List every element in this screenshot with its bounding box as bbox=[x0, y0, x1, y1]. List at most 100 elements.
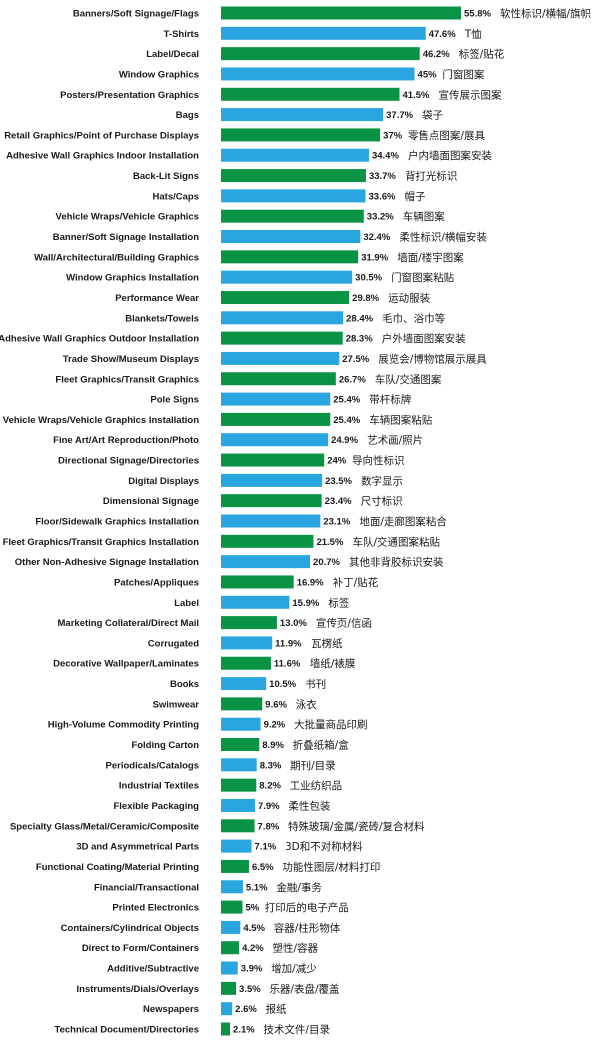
value-label: 33.6% bbox=[369, 191, 396, 202]
category-label: Marketing Collateral/Direct Mail bbox=[58, 618, 199, 629]
category-label-zh: 艺术画/照片 bbox=[367, 434, 423, 447]
value-label: 2.6% bbox=[235, 1004, 257, 1015]
category-label-zh: 宣传页/信函 bbox=[316, 617, 372, 630]
value-label: 5% bbox=[246, 903, 260, 914]
value-label: 2.1% bbox=[233, 1025, 255, 1036]
value-label: 24.9% bbox=[331, 435, 358, 446]
category-label-zh: 软性标识/横幅/旗帜 bbox=[500, 7, 591, 20]
value-label: 5.1% bbox=[246, 882, 268, 893]
category-label: Specialty Glass/Metal/Ceramic/Composite bbox=[10, 821, 199, 832]
category-label: Hats/Caps bbox=[153, 191, 199, 202]
value-label: 24% bbox=[327, 456, 347, 467]
category-label-zh: 运动服装 bbox=[388, 291, 430, 304]
category-label: Wall/Architectural/Building Graphics bbox=[34, 252, 199, 263]
bar bbox=[221, 859, 249, 873]
bar bbox=[221, 169, 366, 183]
category-label: Corrugated bbox=[148, 638, 199, 649]
category-label-zh: 金融/事务 bbox=[276, 881, 322, 894]
category-label-zh: 工业纺织品 bbox=[290, 779, 343, 792]
category-label: High-Volume Commodity Printing bbox=[48, 720, 199, 731]
category-label-zh: 带杆标牌 bbox=[369, 393, 411, 406]
bar bbox=[221, 270, 353, 284]
category-label: Folding Carton bbox=[131, 740, 199, 751]
value-label: 16.9% bbox=[297, 577, 324, 588]
value-label: 9.2% bbox=[264, 720, 286, 731]
category-label: Banner/Soft Signage Installation bbox=[53, 232, 199, 243]
value-label: 21.5% bbox=[316, 537, 343, 548]
bar bbox=[221, 920, 241, 934]
bar bbox=[221, 128, 381, 142]
bar bbox=[221, 534, 314, 548]
category-label-zh: 其他非背胶标识安装 bbox=[349, 556, 444, 569]
bar bbox=[221, 961, 238, 975]
category-label-zh: 帽子 bbox=[405, 190, 426, 203]
value-label: 10.5% bbox=[269, 679, 296, 690]
bar bbox=[221, 677, 267, 691]
category-label-zh: 车辆图案 bbox=[403, 210, 445, 223]
bar bbox=[221, 250, 359, 264]
category-label-zh: 书刊 bbox=[305, 679, 326, 691]
value-label: 33.2% bbox=[367, 212, 394, 223]
category-label: Pole Signs bbox=[150, 395, 199, 406]
category-label: 3D and Asymmetrical Parts bbox=[76, 842, 199, 853]
category-label-zh: 户外墙面图案安装 bbox=[382, 332, 466, 345]
value-label: 13.0% bbox=[280, 618, 307, 629]
bar bbox=[221, 555, 311, 569]
bar bbox=[221, 981, 237, 995]
bar bbox=[221, 372, 336, 386]
bar bbox=[221, 697, 263, 711]
value-label: 8.9% bbox=[262, 740, 284, 751]
value-label: 23.5% bbox=[325, 476, 352, 487]
bar bbox=[221, 636, 273, 650]
category-label: Directional Signage/Directories bbox=[58, 456, 199, 467]
bar bbox=[221, 311, 344, 325]
value-label: 29.8% bbox=[352, 293, 379, 304]
category-label-zh: 展览会/博物馆展示展具 bbox=[378, 352, 487, 365]
category-label-zh: 标签/贴花 bbox=[459, 48, 505, 61]
value-label: 27.5% bbox=[342, 354, 369, 365]
category-label: T-Shirts bbox=[164, 29, 199, 40]
category-label: Digital Displays bbox=[128, 476, 199, 487]
category-label: Containers/Cylindrical Objects bbox=[61, 923, 199, 934]
bar bbox=[221, 900, 243, 914]
category-label: Vehicle Wraps/Vehicle Graphics Installat… bbox=[3, 415, 199, 426]
value-label: 23.4% bbox=[325, 496, 352, 507]
value-label: 6.5% bbox=[252, 862, 274, 873]
category-label: Other Non-Adhesive Signage Installation bbox=[15, 557, 199, 568]
bar bbox=[221, 1022, 231, 1036]
bar bbox=[221, 26, 426, 40]
category-label: Posters/Presentation Graphics bbox=[60, 90, 199, 101]
category-label-zh: 地面/走廊图案粘合 bbox=[359, 515, 447, 528]
category-label-zh: 特殊玻璃/金属/瓷砖/复合材料 bbox=[288, 820, 425, 833]
category-label-zh: 袋子 bbox=[422, 109, 443, 122]
category-label-zh: 导向性标识 bbox=[352, 454, 405, 467]
category-label: Window Graphics Installation bbox=[66, 273, 199, 284]
category-label-zh: 容器/柱形物体 bbox=[274, 921, 341, 934]
category-label-zh: 门窗图案粘贴 bbox=[391, 271, 454, 284]
value-label: 26.7% bbox=[339, 374, 366, 385]
category-label-zh: 车队/交通图案 bbox=[375, 373, 442, 386]
value-label: 20.7% bbox=[313, 557, 340, 568]
category-label-zh: 报纸 bbox=[266, 1003, 287, 1016]
category-label: Patches/Appliques bbox=[114, 577, 199, 588]
category-label-zh: 车辆图案粘贴 bbox=[369, 413, 432, 426]
category-label: Back-Lit Signs bbox=[133, 171, 199, 182]
value-label: 25.4% bbox=[333, 415, 360, 426]
category-label: Retail Graphics/Point of Purchase Displa… bbox=[4, 130, 199, 141]
category-label: Banners/Soft Signage/Flags bbox=[73, 9, 199, 20]
bar bbox=[221, 514, 321, 528]
bar bbox=[221, 392, 331, 406]
category-label: Industrial Textiles bbox=[119, 781, 199, 792]
bar bbox=[221, 819, 255, 833]
category-label-zh: 期刊/目录 bbox=[290, 760, 336, 772]
bar bbox=[221, 494, 322, 508]
category-label: Periodicals/Catalogs bbox=[106, 760, 199, 771]
bar bbox=[221, 778, 257, 792]
bar bbox=[221, 412, 331, 426]
category-label-zh: 尺寸标识 bbox=[361, 495, 403, 508]
bar bbox=[221, 758, 257, 772]
value-label: 11.9% bbox=[275, 638, 302, 649]
value-label: 28.4% bbox=[346, 313, 373, 324]
bar bbox=[221, 473, 323, 487]
